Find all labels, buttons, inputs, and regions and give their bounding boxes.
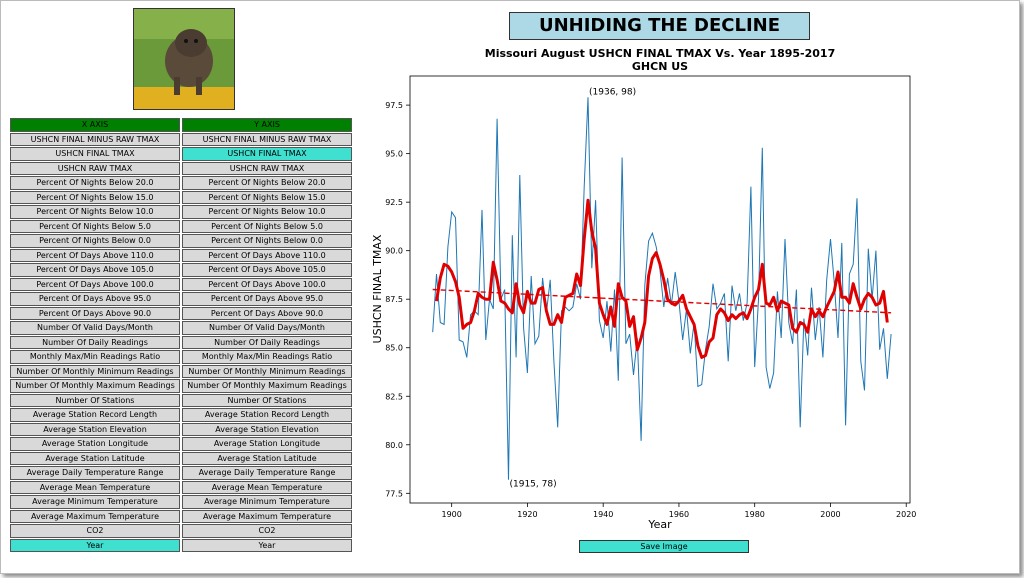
x-option-co2[interactable]: CO2 — [10, 524, 180, 538]
x-option-average-mean-temperature[interactable]: Average Mean Temperature — [10, 480, 180, 494]
x-option-number-of-monthly-maximum-readings[interactable]: Number Of Monthly Maximum Readings — [10, 379, 180, 393]
y-option-average-station-latitude[interactable]: Average Station Latitude — [182, 451, 352, 465]
x-option-ushcn-final-minus-raw-tmax[interactable]: USHCN FINAL MINUS RAW TMAX — [10, 132, 180, 146]
x-option-average-station-longitude[interactable]: Average Station Longitude — [10, 437, 180, 451]
y-option-number-of-monthly-maximum-readings[interactable]: Number Of Monthly Maximum Readings — [182, 379, 352, 393]
y-option-ushcn-raw-tmax[interactable]: USHCN RAW TMAX — [182, 161, 352, 175]
y-option-percent-of-nights-below-15-0[interactable]: Percent Of Nights Below 15.0 — [182, 190, 352, 204]
y-option-percent-of-days-above-90-0[interactable]: Percent Of Days Above 90.0 — [182, 306, 352, 320]
x-option-percent-of-days-above-95-0[interactable]: Percent Of Days Above 95.0 — [10, 292, 180, 306]
y-option-number-of-daily-readings[interactable]: Number Of Daily Readings — [182, 335, 352, 349]
x-option-percent-of-nights-below-20-0[interactable]: Percent Of Nights Below 20.0 — [10, 176, 180, 190]
x-option-percent-of-nights-below-10-0[interactable]: Percent Of Nights Below 10.0 — [10, 205, 180, 219]
x-axis-header: X AXIS — [10, 118, 180, 132]
x-option-percent-of-nights-below-15-0[interactable]: Percent Of Nights Below 15.0 — [10, 190, 180, 204]
save-image-button[interactable]: Save Image — [579, 540, 749, 553]
y-option-average-minimum-temperature[interactable]: Average Minimum Temperature — [182, 495, 352, 509]
x-option-monthly-max-min-readings-ratio[interactable]: Monthly Max/Min Readings Ratio — [10, 350, 180, 364]
x-option-ushcn-raw-tmax[interactable]: USHCN RAW TMAX — [10, 161, 180, 175]
y-option-number-of-stations[interactable]: Number Of Stations — [182, 393, 352, 407]
y-axis-panel: Y AXIS USHCN FINAL MINUS RAW TMAX USHCN F… — [182, 118, 352, 553]
y-option-percent-of-days-above-100-0[interactable]: Percent Of Days Above 100.0 — [182, 277, 352, 291]
x-option-number-of-valid-days-month[interactable]: Number Of Valid Days/Month — [10, 321, 180, 335]
x-option-percent-of-days-above-110-0[interactable]: Percent Of Days Above 110.0 — [10, 248, 180, 262]
y-option-percent-of-nights-below-10-0[interactable]: Percent Of Nights Below 10.0 — [182, 205, 352, 219]
x-option-percent-of-nights-below-5-0[interactable]: Percent Of Nights Below 5.0 — [10, 219, 180, 233]
x-option-average-daily-temperature-range[interactable]: Average Daily Temperature Range — [10, 466, 180, 480]
y-option-number-of-valid-days-month[interactable]: Number Of Valid Days/Month — [182, 321, 352, 335]
y-option-ushcn-final-tmax[interactable]: USHCN FINAL TMAX — [182, 147, 352, 161]
y-option-number-of-monthly-minimum-readings[interactable]: Number Of Monthly Minimum Readings — [182, 364, 352, 378]
dog-logo-image — [133, 8, 235, 110]
y-option-percent-of-days-above-105-0[interactable]: Percent Of Days Above 105.0 — [182, 263, 352, 277]
y-option-monthly-max-min-readings-ratio[interactable]: Monthly Max/Min Readings Ratio — [182, 350, 352, 364]
x-option-average-minimum-temperature[interactable]: Average Minimum Temperature — [10, 495, 180, 509]
y-option-average-maximum-temperature[interactable]: Average Maximum Temperature — [182, 509, 352, 523]
chart-title: Missouri August USHCN FINAL TMAX Vs. Yea… — [484, 47, 836, 60]
x-option-ushcn-final-tmax[interactable]: USHCN FINAL TMAX — [10, 147, 180, 161]
y-option-average-mean-temperature[interactable]: Average Mean Temperature — [182, 480, 352, 494]
y-option-average-station-elevation[interactable]: Average Station Elevation — [182, 422, 352, 436]
x-option-average-station-elevation[interactable]: Average Station Elevation — [10, 422, 180, 436]
x-option-number-of-daily-readings[interactable]: Number Of Daily Readings — [10, 335, 180, 349]
y-axis-header: Y AXIS — [182, 118, 352, 132]
x-axis-panel: X AXIS USHCN FINAL MINUS RAW TMAX USHCN F… — [10, 118, 180, 553]
y-option-ushcn-final-minus-raw-tmax[interactable]: USHCN FINAL MINUS RAW TMAX — [182, 132, 352, 146]
x-option-percent-of-nights-below-0-0[interactable]: Percent Of Nights Below 0.0 — [10, 234, 180, 248]
y-option-co2[interactable]: CO2 — [182, 524, 352, 538]
chart-subtitle: GHCN US — [631, 60, 689, 73]
y-option-percent-of-nights-below-0-0[interactable]: Percent Of Nights Below 0.0 — [182, 234, 352, 248]
y-option-percent-of-days-above-110-0[interactable]: Percent Of Days Above 110.0 — [182, 248, 352, 262]
x-option-average-maximum-temperature[interactable]: Average Maximum Temperature — [10, 509, 180, 523]
x-option-year[interactable]: Year — [10, 538, 180, 552]
y-option-percent-of-nights-below-20-0[interactable]: Percent Of Nights Below 20.0 — [182, 176, 352, 190]
app-title: UNHIDING THE DECLINE — [509, 12, 810, 40]
y-option-percent-of-days-above-95-0[interactable]: Percent Of Days Above 95.0 — [182, 292, 352, 306]
y-option-percent-of-nights-below-5-0[interactable]: Percent Of Nights Below 5.0 — [182, 219, 352, 233]
x-option-average-station-latitude[interactable]: Average Station Latitude — [10, 451, 180, 465]
x-option-percent-of-days-above-100-0[interactable]: Percent Of Days Above 100.0 — [10, 277, 180, 291]
x-option-percent-of-days-above-90-0[interactable]: Percent Of Days Above 90.0 — [10, 306, 180, 320]
x-option-average-station-record-length[interactable]: Average Station Record Length — [10, 408, 180, 422]
y-option-year[interactable]: Year — [182, 538, 352, 552]
y-option-average-station-longitude[interactable]: Average Station Longitude — [182, 437, 352, 451]
y-option-average-daily-temperature-range[interactable]: Average Daily Temperature Range — [182, 466, 352, 480]
chart-title-block: Missouri August USHCN FINAL TMAX Vs. Yea… — [410, 47, 910, 73]
x-option-percent-of-days-above-105-0[interactable]: Percent Of Days Above 105.0 — [10, 263, 180, 277]
y-option-average-station-record-length[interactable]: Average Station Record Length — [182, 408, 352, 422]
x-option-number-of-stations[interactable]: Number Of Stations — [10, 393, 180, 407]
x-option-number-of-monthly-minimum-readings[interactable]: Number Of Monthly Minimum Readings — [10, 364, 180, 378]
